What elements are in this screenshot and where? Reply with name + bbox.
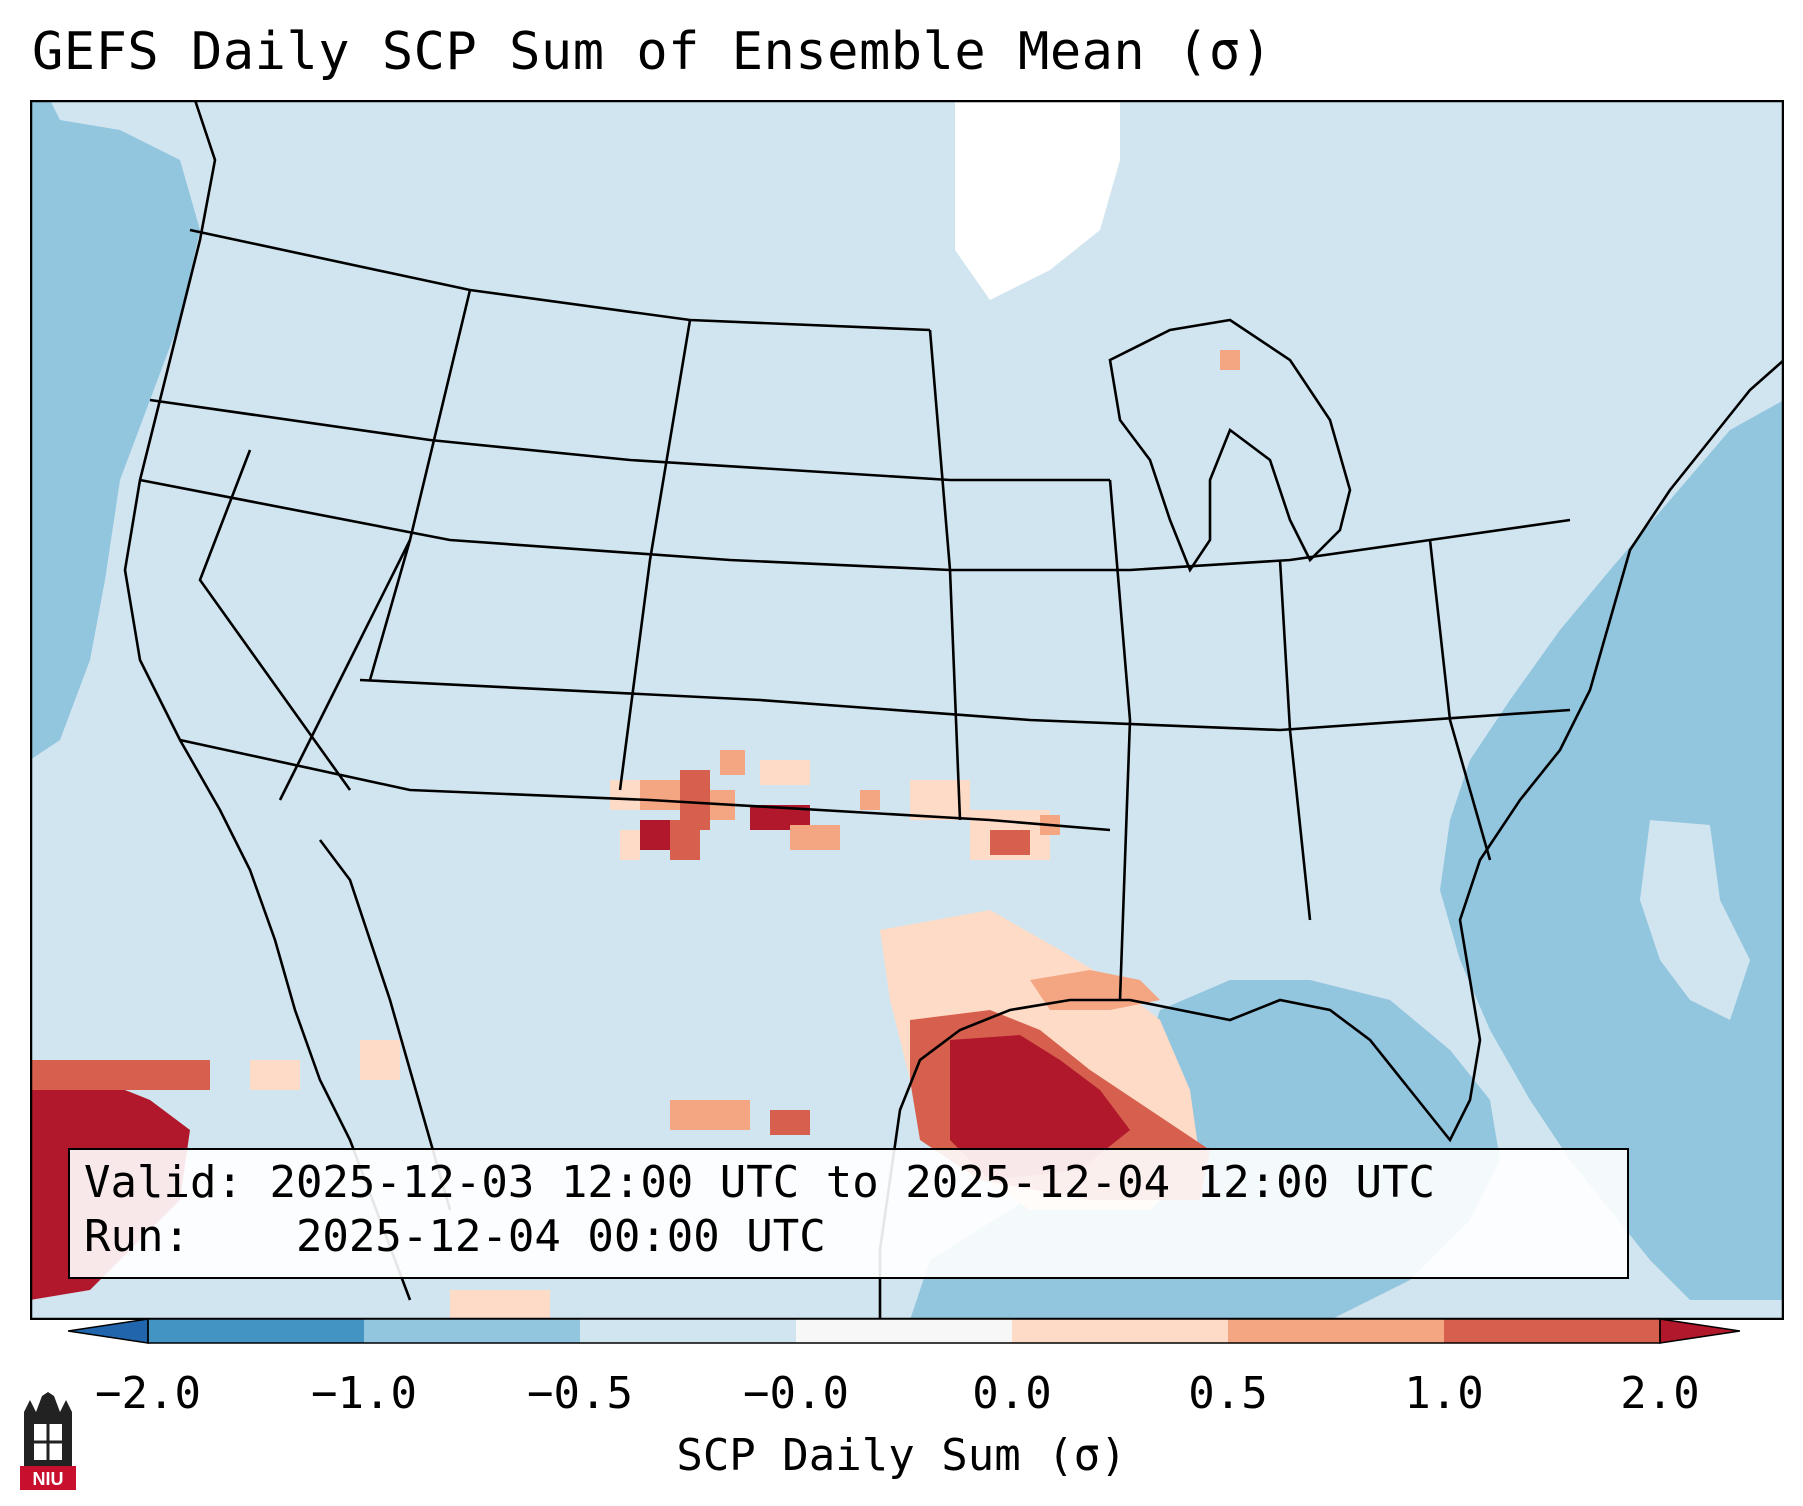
niu-logo: NIU xyxy=(20,1392,76,1490)
colorbar-bin xyxy=(148,1319,365,1343)
baja-anomaly-1 xyxy=(360,1040,400,1080)
pacific-south-edge xyxy=(30,1060,210,1090)
colorbar-under-arrow xyxy=(68,1318,149,1344)
run-value: 2025-12-04 00:00 UTC xyxy=(295,1211,826,1262)
colorbar-bins xyxy=(148,1319,1661,1343)
colorbar-bin xyxy=(1228,1319,1445,1343)
superior-anomaly xyxy=(1220,350,1240,370)
mexico-anomaly-3 xyxy=(450,1290,550,1320)
great-lakes xyxy=(1108,318,1352,573)
gulf-max-anomaly xyxy=(950,1035,1130,1180)
colorbar-label: SCP Daily Sum (σ) xyxy=(676,1430,1127,1481)
colorbar-tick-label: −2.0 xyxy=(95,1368,201,1419)
mexico-anomaly-1 xyxy=(670,1100,750,1130)
niu-logo-text: NIU xyxy=(33,1469,64,1489)
colorbar-tick-label: −0.0 xyxy=(743,1368,849,1419)
mexico-gulf-coast xyxy=(878,359,1784,1320)
atlantic-light-patch xyxy=(1640,820,1750,1020)
colorbar-bin xyxy=(364,1319,581,1343)
pacific-anomaly xyxy=(30,100,200,760)
valid-row: Valid: 2025-12-03 12:00 UTC to 2025-12-0… xyxy=(84,1156,1613,1210)
colorbar-bin xyxy=(1012,1319,1229,1343)
colorbar-bin xyxy=(1444,1319,1661,1343)
run-label: Run: xyxy=(84,1211,190,1262)
baja-outline xyxy=(318,839,452,1211)
baja-anomaly-2 xyxy=(250,1060,300,1090)
nm-anomaly xyxy=(610,750,745,860)
colorbar-tick-label: 0.5 xyxy=(1188,1368,1268,1419)
colorbar xyxy=(68,1318,1740,1344)
state-borders xyxy=(139,228,1571,1001)
valid-run-box: Valid: 2025-12-03 12:00 UTC to 2025-12-0… xyxy=(68,1148,1629,1279)
mexico-anomaly-2 xyxy=(770,1110,810,1135)
valid-value: 2025-12-03 12:00 UTC to 2025-12-04 12:00… xyxy=(269,1157,1436,1208)
colorbar-tick-label: 2.0 xyxy=(1620,1368,1700,1419)
valid-label: Valid: xyxy=(84,1157,243,1208)
colorbar-frame xyxy=(147,1318,1661,1344)
colorbar-tick-label: −1.0 xyxy=(311,1368,417,1419)
map-panel xyxy=(30,100,1784,1320)
colorbar-bin xyxy=(796,1319,1013,1343)
colorbar-tick-label: 1.0 xyxy=(1404,1368,1484,1419)
colorbar-bin xyxy=(580,1319,797,1343)
colorbar-tick-label: 0.0 xyxy=(972,1368,1052,1419)
colorbar-tick-label: −0.5 xyxy=(527,1368,633,1419)
north-zero-patch xyxy=(955,100,1120,300)
run-row: Run: 2025-12-04 00:00 UTC xyxy=(84,1210,1613,1264)
atlantic-anomaly xyxy=(1440,400,1784,1300)
chart-title: GEFS Daily SCP Sum of Ensemble Mean (σ) xyxy=(32,22,1273,82)
colorbar-over-arrow xyxy=(1659,1318,1740,1344)
